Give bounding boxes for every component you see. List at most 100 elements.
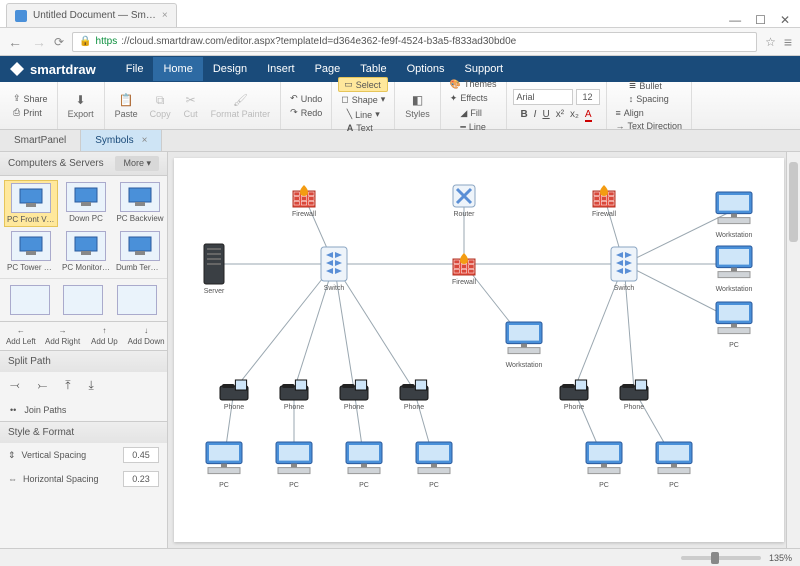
fill-button[interactable]: ◢Fill xyxy=(457,107,488,120)
symbol-thumb[interactable] xyxy=(63,285,103,315)
effects-button[interactable]: ✦Effects xyxy=(447,92,500,105)
close-button[interactable]: ✕ xyxy=(780,13,790,27)
print-icon: ⎙ xyxy=(13,107,20,118)
minimize-button[interactable]: — xyxy=(729,13,741,27)
styles-button[interactable]: ◧Styles xyxy=(401,90,434,121)
svg-text:PC: PC xyxy=(729,342,739,349)
address-bar: ← → ⟳ 🔒 https://cloud.smartdraw.com/edit… xyxy=(0,28,800,56)
url-field[interactable]: 🔒 https://cloud.smartdraw.com/editor.asp… xyxy=(72,32,757,52)
symbol-cell[interactable]: PC Backview xyxy=(114,180,166,227)
redo-button[interactable]: ↷Redo xyxy=(287,106,325,119)
redo-icon: ↷ xyxy=(290,107,298,118)
select-tool[interactable]: ▭Select xyxy=(338,77,388,92)
add-down-button[interactable]: ↓Add Down xyxy=(125,322,167,350)
arrow-up-icon: ↑ xyxy=(102,326,106,335)
maximize-button[interactable]: ☐ xyxy=(755,13,766,27)
scrollbar-thumb[interactable] xyxy=(789,162,798,242)
font-select[interactable]: Arial xyxy=(513,89,573,105)
tab-close-icon[interactable]: × xyxy=(162,10,168,21)
svg-text:Firewall: Firewall xyxy=(592,211,617,218)
arrow-left-icon: ← xyxy=(17,326,25,335)
h-spacing-input[interactable]: 0.23 xyxy=(123,471,159,487)
browser-tab[interactable]: Untitled Document — Sm… × xyxy=(6,3,177,27)
italic-button[interactable]: I xyxy=(534,109,537,122)
menu-design[interactable]: Design xyxy=(203,57,257,81)
browser-menu-icon[interactable]: ≡ xyxy=(784,34,792,50)
symbol-thumb-icon xyxy=(66,182,106,212)
styles-icon: ◧ xyxy=(410,92,426,108)
symbol-cell[interactable]: Dumb Term… xyxy=(114,229,166,274)
v-spacing-input[interactable]: 0.45 xyxy=(123,447,159,463)
subscript-button[interactable]: x₂ xyxy=(570,109,579,122)
diagram-canvas[interactable]: FirewallRouterFirewallServerSwitchFirewa… xyxy=(174,158,784,542)
back-button[interactable]: ← xyxy=(8,34,22,50)
symbol-label: PC Tower Ba… xyxy=(7,263,55,272)
tab-favicon-icon xyxy=(15,10,27,22)
text-direction-button[interactable]: →Text Direction xyxy=(613,120,686,132)
paste-button[interactable]: 📋Paste xyxy=(111,90,142,121)
split-right-icon[interactable]: ⤚ xyxy=(38,378,48,393)
spacing-button[interactable]: ↕Spacing xyxy=(626,93,672,105)
menu-file[interactable]: File xyxy=(116,57,154,81)
align-button[interactable]: ≡Align xyxy=(613,107,686,119)
symbol-thumb-icon xyxy=(120,182,160,212)
underline-button[interactable]: U xyxy=(542,109,549,122)
menu-home[interactable]: Home xyxy=(153,57,202,81)
copy-button[interactable]: ⧉Copy xyxy=(146,90,175,121)
symbol-cell[interactable]: Down PC xyxy=(60,180,112,227)
symbol-thumb[interactable] xyxy=(117,285,157,315)
bookmark-icon[interactable]: ☆ xyxy=(765,35,776,49)
text-tool[interactable]: AText xyxy=(344,122,383,134)
export-button[interactable]: ⬇Export xyxy=(64,90,98,121)
chevron-down-icon: ▾ xyxy=(375,109,380,120)
vertical-scrollbar[interactable] xyxy=(786,152,800,548)
split-down-icon[interactable]: ⤓ xyxy=(89,378,94,393)
themes-button[interactable]: 🎨Themes xyxy=(447,78,500,91)
more-button[interactable]: More ▾ xyxy=(115,156,159,171)
line-tool[interactable]: ╲Line▾ xyxy=(344,108,383,121)
add-up-button[interactable]: ↑Add Up xyxy=(84,322,126,350)
symbol-cell[interactable]: PC Front View xyxy=(4,180,58,227)
bullet-button[interactable]: ≣Bullet xyxy=(626,79,672,92)
symbol-label: PC Front View xyxy=(7,215,55,224)
font-size-input[interactable]: 12 xyxy=(576,89,600,105)
zoom-slider-thumb[interactable] xyxy=(711,552,719,564)
panel-tabs: SmartPanel Symbols× xyxy=(0,130,800,152)
symbol-thumb-icon xyxy=(11,183,51,213)
share-button[interactable]: ⇪Share xyxy=(10,92,51,105)
join-paths-button[interactable]: ••Join Paths xyxy=(0,399,167,421)
symbol-thumb[interactable] xyxy=(10,285,50,315)
split-up-icon[interactable]: ⤒ xyxy=(65,378,70,393)
app-header: smartdraw FileHomeDesignInsertPageTableO… xyxy=(0,56,800,82)
format-painter-button[interactable]: 🖌Format Painter xyxy=(207,90,275,121)
menu-insert[interactable]: Insert xyxy=(257,57,305,81)
v-spacing-icon: ⇕ xyxy=(8,450,16,461)
add-right-button[interactable]: →Add Right xyxy=(42,322,84,350)
undo-button[interactable]: ↶Undo xyxy=(287,92,325,105)
reload-button[interactable]: ⟳ xyxy=(54,35,64,49)
print-button[interactable]: ⎙Print xyxy=(10,106,51,119)
zoom-slider[interactable] xyxy=(681,556,761,560)
effects-icon: ✦ xyxy=(450,93,458,104)
split-path-header: Split Path xyxy=(0,350,167,372)
split-left-icon[interactable]: ⤙ xyxy=(10,378,20,393)
add-left-button[interactable]: ←Add Left xyxy=(0,322,42,350)
forward-button[interactable]: → xyxy=(32,34,46,50)
font-color-button[interactable]: A xyxy=(585,109,592,122)
symbol-cell[interactable]: PC Monitor… xyxy=(60,229,112,274)
browser-titlebar: Untitled Document — Sm… × — ☐ ✕ xyxy=(0,0,800,28)
bullet-icon: ≣ xyxy=(629,80,637,91)
status-bar: 135% xyxy=(0,548,800,566)
cut-button[interactable]: ✂Cut xyxy=(179,90,203,121)
tab-symbols[interactable]: Symbols× xyxy=(81,130,162,151)
sidebar: Computers & Servers More ▾ PC Front View… xyxy=(0,152,168,548)
tab-smartpanel[interactable]: SmartPanel xyxy=(0,130,81,151)
line-style-button[interactable]: ━Line xyxy=(457,121,488,134)
bold-button[interactable]: B xyxy=(520,109,527,122)
shape-tool[interactable]: ◻Shape▾ xyxy=(338,93,388,106)
symbol-cell[interactable]: PC Tower Ba… xyxy=(4,229,58,274)
svg-text:Workstation: Workstation xyxy=(506,362,543,369)
select-icon: ▭ xyxy=(344,79,353,90)
close-icon[interactable]: × xyxy=(142,135,148,146)
superscript-button[interactable]: x² xyxy=(556,109,564,122)
